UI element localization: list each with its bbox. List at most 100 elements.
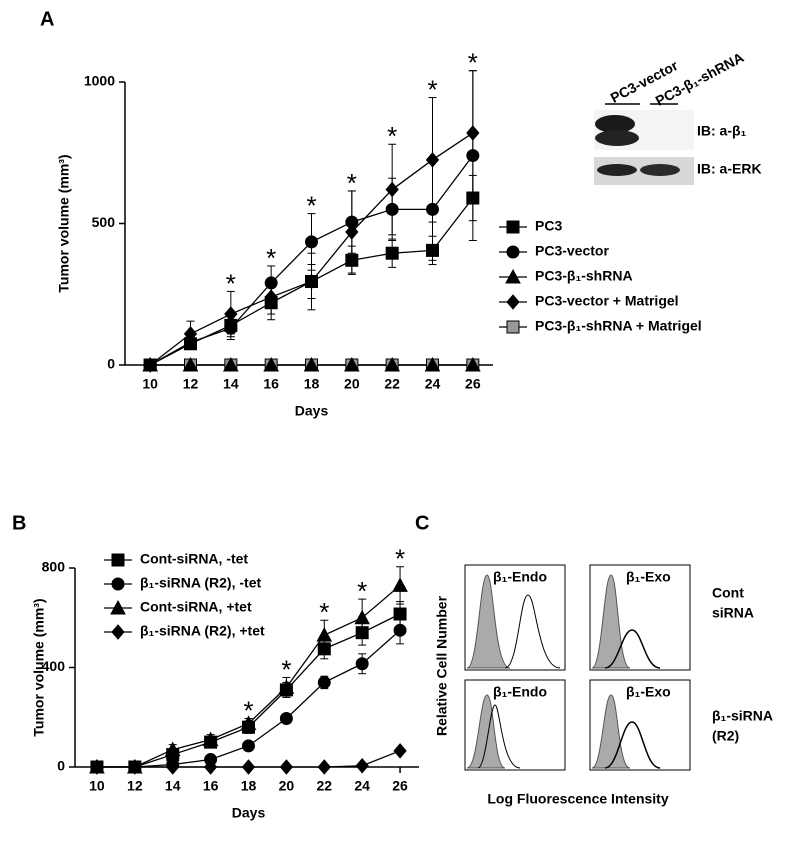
marker — [392, 577, 408, 592]
significance-mark: * — [319, 597, 329, 627]
marker — [426, 243, 439, 257]
marker — [305, 235, 318, 249]
panel-label: A — [40, 8, 54, 30]
x-tick-label: 18 — [304, 376, 320, 392]
marker — [111, 553, 125, 567]
flow-y-label: Relative Cell Number — [434, 595, 450, 736]
x-tick-label: 14 — [165, 778, 181, 794]
y-axis-label: Tumor volume (mm³) — [56, 154, 72, 292]
marker — [355, 657, 369, 671]
marker — [111, 577, 125, 591]
marker — [279, 683, 293, 697]
marker — [393, 743, 407, 759]
legend-label: Cont-siRNA, +tet — [140, 599, 252, 615]
x-tick-label: 16 — [263, 376, 279, 392]
x-tick-label: 26 — [465, 376, 481, 392]
x-axis-label: Days — [232, 805, 266, 821]
marker — [143, 358, 157, 372]
marker — [385, 181, 399, 198]
y-tick-label: 800 — [42, 559, 66, 575]
y-axis-label: Tumor volume (mm³) — [31, 598, 47, 736]
marker — [110, 599, 126, 615]
marker — [466, 191, 480, 205]
marker — [506, 220, 520, 234]
marker — [345, 215, 359, 229]
significance-mark: * — [226, 268, 236, 298]
significance-mark: * — [281, 654, 291, 684]
marker — [279, 711, 293, 725]
marker — [166, 748, 180, 762]
marker — [425, 152, 440, 168]
marker — [204, 735, 218, 749]
y-tick-label: 0 — [107, 356, 115, 372]
significance-mark: * — [395, 544, 405, 574]
legend-label: β₁-siRNA (R2), -tet — [140, 575, 261, 591]
x-tick-label: 16 — [203, 778, 219, 794]
flow-column-label: β₁-Endo — [493, 569, 547, 585]
x-tick-label: 22 — [316, 778, 332, 794]
marker — [506, 320, 520, 334]
marker — [426, 202, 439, 216]
marker — [241, 759, 256, 775]
panel-label: B — [12, 512, 26, 534]
flow-row-label: β₁-siRNA — [712, 708, 773, 724]
marker — [506, 294, 520, 310]
marker — [305, 275, 318, 289]
legend-label: PC3-vector — [535, 243, 609, 259]
x-tick-label: 20 — [279, 778, 295, 794]
legend-label: PC3-β₁-shRNA + Matrigel — [535, 318, 702, 334]
marker — [317, 642, 331, 656]
panel-label: C — [415, 512, 429, 534]
marker — [317, 675, 331, 689]
marker — [393, 607, 407, 621]
x-tick-label: 20 — [344, 376, 360, 392]
x-tick-label: 24 — [425, 376, 441, 392]
marker — [345, 224, 359, 240]
flow-column-label: β₁-Exo — [626, 569, 671, 585]
flow-row-label: siRNA — [712, 605, 754, 621]
marker — [222, 356, 239, 372]
lane-label: PC3-β₁-shRNA — [653, 49, 747, 109]
marker — [317, 759, 331, 775]
marker — [128, 760, 142, 774]
marker — [343, 356, 360, 372]
significance-mark: * — [357, 576, 367, 606]
marker — [279, 759, 294, 775]
x-tick-label: 14 — [223, 376, 239, 392]
marker — [224, 318, 238, 332]
marker — [354, 609, 371, 625]
marker — [204, 753, 218, 767]
blot-row-label: IB: a-β₁ — [697, 123, 747, 139]
flow-row-label: (R2) — [712, 728, 739, 744]
marker — [242, 720, 255, 734]
x-tick-label: 26 — [392, 778, 408, 794]
marker — [242, 739, 255, 753]
legend-label: PC3-vector + Matrigel — [535, 293, 679, 309]
marker — [182, 356, 199, 372]
marker — [345, 253, 359, 267]
x-tick-label: 10 — [89, 778, 105, 794]
marker — [505, 268, 521, 284]
blot-row-label: IB: a-ERK — [697, 161, 762, 177]
x-axis-label: Days — [295, 403, 329, 419]
legend-label: Cont-siRNA, -tet — [140, 551, 248, 567]
flow-x-label: Log Fluorescence Intensity — [487, 791, 668, 807]
x-tick-label: 22 — [384, 376, 400, 392]
flow-column-label: β₁-Exo — [626, 684, 671, 700]
marker — [316, 627, 333, 642]
marker — [385, 246, 399, 260]
x-tick-label: 12 — [127, 778, 143, 794]
legend-label: β₁-siRNA (R2), +tet — [140, 623, 265, 639]
marker — [111, 624, 125, 640]
marker — [264, 296, 278, 310]
y-tick-label: 1000 — [84, 73, 115, 89]
flow-panel — [464, 564, 691, 771]
marker — [355, 757, 369, 774]
significance-mark: * — [347, 168, 357, 198]
marker — [393, 623, 407, 637]
marker — [263, 356, 280, 372]
x-tick-label: 24 — [354, 778, 370, 794]
marker — [384, 356, 401, 372]
significance-mark: * — [468, 48, 478, 78]
